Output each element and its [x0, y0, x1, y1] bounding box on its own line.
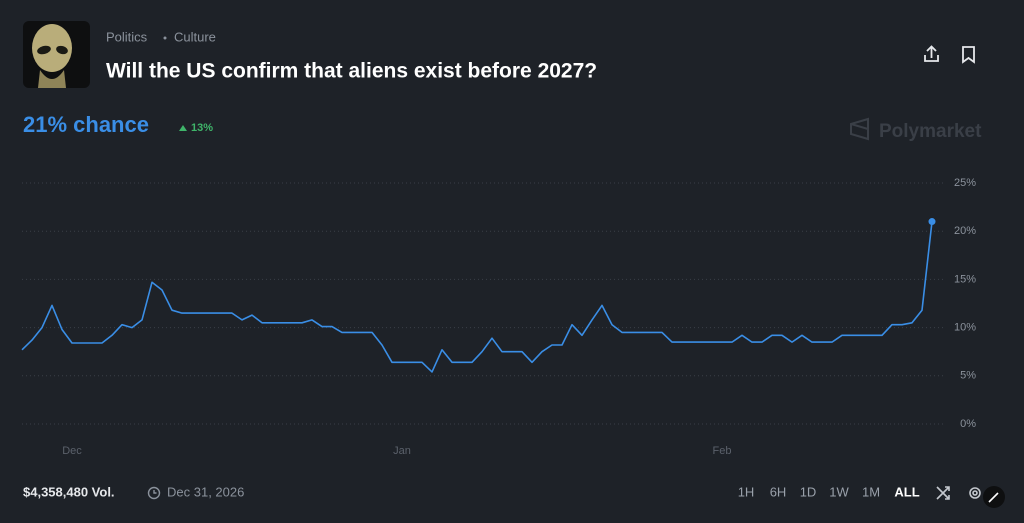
volume: $4,358,480 Vol. — [23, 484, 115, 499]
bookmark-button[interactable] — [962, 46, 975, 64]
change: 13% — [191, 122, 213, 134]
tag-separator — [163, 36, 167, 40]
tag[interactable]: Politics — [106, 29, 148, 44]
x-tick-label: Jan — [393, 445, 411, 457]
price-line — [21, 221, 933, 373]
brand: Polymarket — [879, 121, 982, 142]
shuffle-icon[interactable] — [936, 486, 950, 500]
y-tick-label: 20% — [954, 225, 976, 237]
y-tick-label: 10% — [954, 322, 976, 334]
chart: 0% 5% 10% 15% 20% 25% Dec Jan Feb — [21, 177, 976, 457]
range-button[interactable]: 1H — [738, 484, 755, 499]
assist-icon — [988, 492, 999, 503]
range-button[interactable]: 6H — [770, 484, 787, 499]
market-avatar — [23, 21, 90, 88]
last-point — [928, 218, 936, 226]
share-button[interactable] — [924, 45, 939, 62]
clock-icon — [147, 486, 161, 500]
chance: 21% chance — [23, 112, 149, 137]
tag[interactable]: Culture — [174, 29, 216, 44]
brand-logo — [850, 117, 869, 141]
y-tick-label: 0% — [960, 418, 976, 430]
y-tick-label: 5% — [960, 370, 976, 382]
market-title: Will the US confirm that aliens exist be… — [106, 60, 597, 83]
range-button[interactable]: 1W — [829, 484, 849, 499]
range-button[interactable]: ALL — [894, 484, 919, 499]
change-arrow — [179, 125, 187, 131]
range-button[interactable]: 1D — [800, 484, 817, 499]
range-button[interactable]: 1M — [862, 484, 880, 499]
y-tick-label: 15% — [954, 273, 976, 285]
y-tick-label: 25% — [954, 177, 976, 189]
end-date: Dec 31, 2026 — [167, 484, 244, 499]
x-tick-label: Dec — [62, 445, 82, 457]
settings-icon[interactable] — [969, 487, 981, 499]
x-tick-label: Feb — [713, 445, 732, 457]
